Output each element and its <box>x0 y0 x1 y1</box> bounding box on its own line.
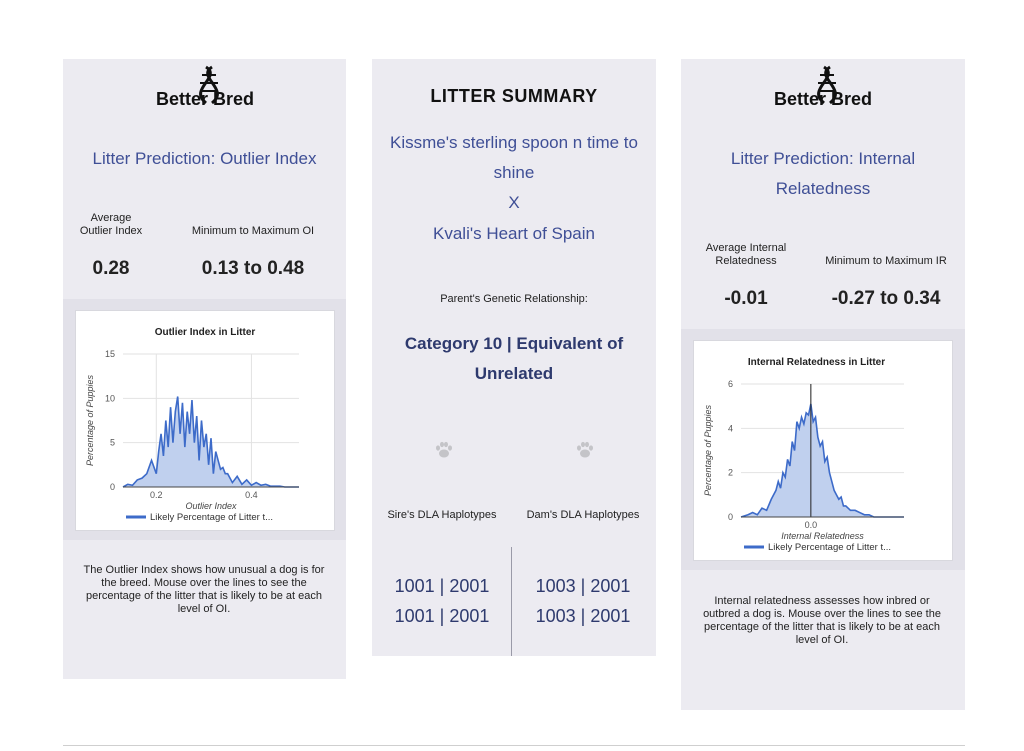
y-axis-label: Percentage of Puppies <box>703 404 713 496</box>
better-bred-logo: Better Bred <box>63 59 346 119</box>
y-tick-label: 0 <box>110 482 115 492</box>
y-axis-label: Percentage of Puppies <box>85 374 95 466</box>
y-tick-label: 0 <box>728 512 733 522</box>
outlier-index-chart[interactable]: Outlier Index in Litter 0 5 10 15 0.2 0.4 Outli… <box>76 311 334 530</box>
y-tick-label: 2 <box>728 468 733 478</box>
series-line <box>122 396 299 488</box>
sire-haplotypes-label: Sire's DLA Haplotypes <box>387 509 497 521</box>
paw-icon <box>436 441 452 458</box>
outlier-chart-card[interactable]: Outlier Index in Litter 0 5 10 15 0.2 0.4 Outli… <box>75 310 335 531</box>
y-tick-label: 6 <box>728 379 733 389</box>
internal-relatedness-chart[interactable]: Internal Relatedness in Litter 0 2 4 6 0.0Int… <box>694 341 952 560</box>
y-tick-label: 15 <box>105 349 115 359</box>
y-tick-label: 5 <box>110 438 115 448</box>
outlier-description: The Outlier Index shows how unusual a do… <box>83 564 325 615</box>
ir-panel-title: Litter Prediction: Internal Relatedness <box>730 149 916 198</box>
haplotype-divider <box>511 547 512 656</box>
paw-icon <box>577 441 593 458</box>
dam-name: Kvali's Heart of Spain <box>433 224 595 243</box>
cross-symbol: X <box>508 193 520 212</box>
x-axis-label: Internal Relatedness <box>781 531 864 541</box>
litter-summary-panel: LITTER SUMMARY Kissme's sterling spoon n… <box>372 59 656 656</box>
x-tick-label: 0.4 <box>245 490 258 500</box>
footer-divider <box>63 745 965 746</box>
dam-haplotypes-label: Dam's DLA Haplotypes <box>526 509 640 521</box>
x-axis-label: Outlier Index <box>185 501 237 511</box>
dna-helix-icon <box>817 65 837 105</box>
legend-label: Likely Percentage of Litter t... <box>768 542 891 553</box>
better-bred-logo: Better Bred <box>681 59 965 119</box>
litter-summary-title: LITTER SUMMARY <box>430 86 598 106</box>
chart-title: Outlier Index in Litter <box>155 327 256 338</box>
dna-helix-icon <box>198 65 219 105</box>
sire-haplotype: 1001 | 2001 <box>394 576 490 596</box>
outlier-index-panel: Better Bred Litter Prediction: Outlier I… <box>63 59 346 679</box>
y-tick-label: 10 <box>105 393 115 403</box>
relationship-value: Category 10 | Equivalent of Unrelated <box>404 334 624 383</box>
average-ir-value: -0.01 <box>724 288 768 309</box>
y-tick-label: 4 <box>728 423 733 433</box>
chart-title: Internal Relatedness in Litter <box>748 357 885 368</box>
range-ir-value: -0.27 to 0.34 <box>831 288 941 309</box>
average-oi-value: 0.28 <box>92 258 130 279</box>
dam-haplotype: 1003 | 2001 <box>535 606 631 626</box>
sire-name: Kissme's sterling spoon n time to shine <box>390 133 638 182</box>
range-oi-value: 0.13 to 0.48 <box>201 258 305 279</box>
average-ir-label: Average Internal Relatedness <box>705 242 787 267</box>
svg-text:Better Bred: Better Bred <box>155 89 253 109</box>
legend-label: Likely Percentage of Litter t... <box>150 512 273 523</box>
series-line <box>740 403 904 518</box>
ir-chart-card[interactable]: Internal Relatedness in Litter 0 2 4 6 0.0 Int… <box>693 340 953 561</box>
range-ir-label: Minimum to Maximum IR <box>825 255 947 267</box>
outlier-panel-title: Litter Prediction: Outlier Index <box>92 149 317 168</box>
range-oi-label: Minimum to Maximum OI <box>191 225 315 237</box>
sire-haplotype: 1001 | 2001 <box>394 606 490 626</box>
relationship-label: Parent's Genetic Relationship: <box>440 293 588 305</box>
dam-haplotype: 1003 | 2001 <box>535 576 631 596</box>
x-tick-label: 0.2 <box>150 490 163 500</box>
ir-chart-area: Internal Relatedness in Litter 0 2 4 6 0.0 Int… <box>681 329 965 570</box>
x-tick-label: 0.0 <box>805 520 818 530</box>
outlier-chart-area: Outlier Index in Litter 0 5 10 15 0.2 0.4 Outli… <box>63 299 346 540</box>
ir-description: Internal relatedness assesses how inbred… <box>703 595 941 646</box>
internal-relatedness-panel: Better Bred Litter Prediction: Internal … <box>681 59 965 710</box>
series-area <box>741 403 904 517</box>
svg-text:Better Bred: Better Bred <box>774 89 872 109</box>
average-oi-label: Average Outlier Index <box>79 212 143 237</box>
